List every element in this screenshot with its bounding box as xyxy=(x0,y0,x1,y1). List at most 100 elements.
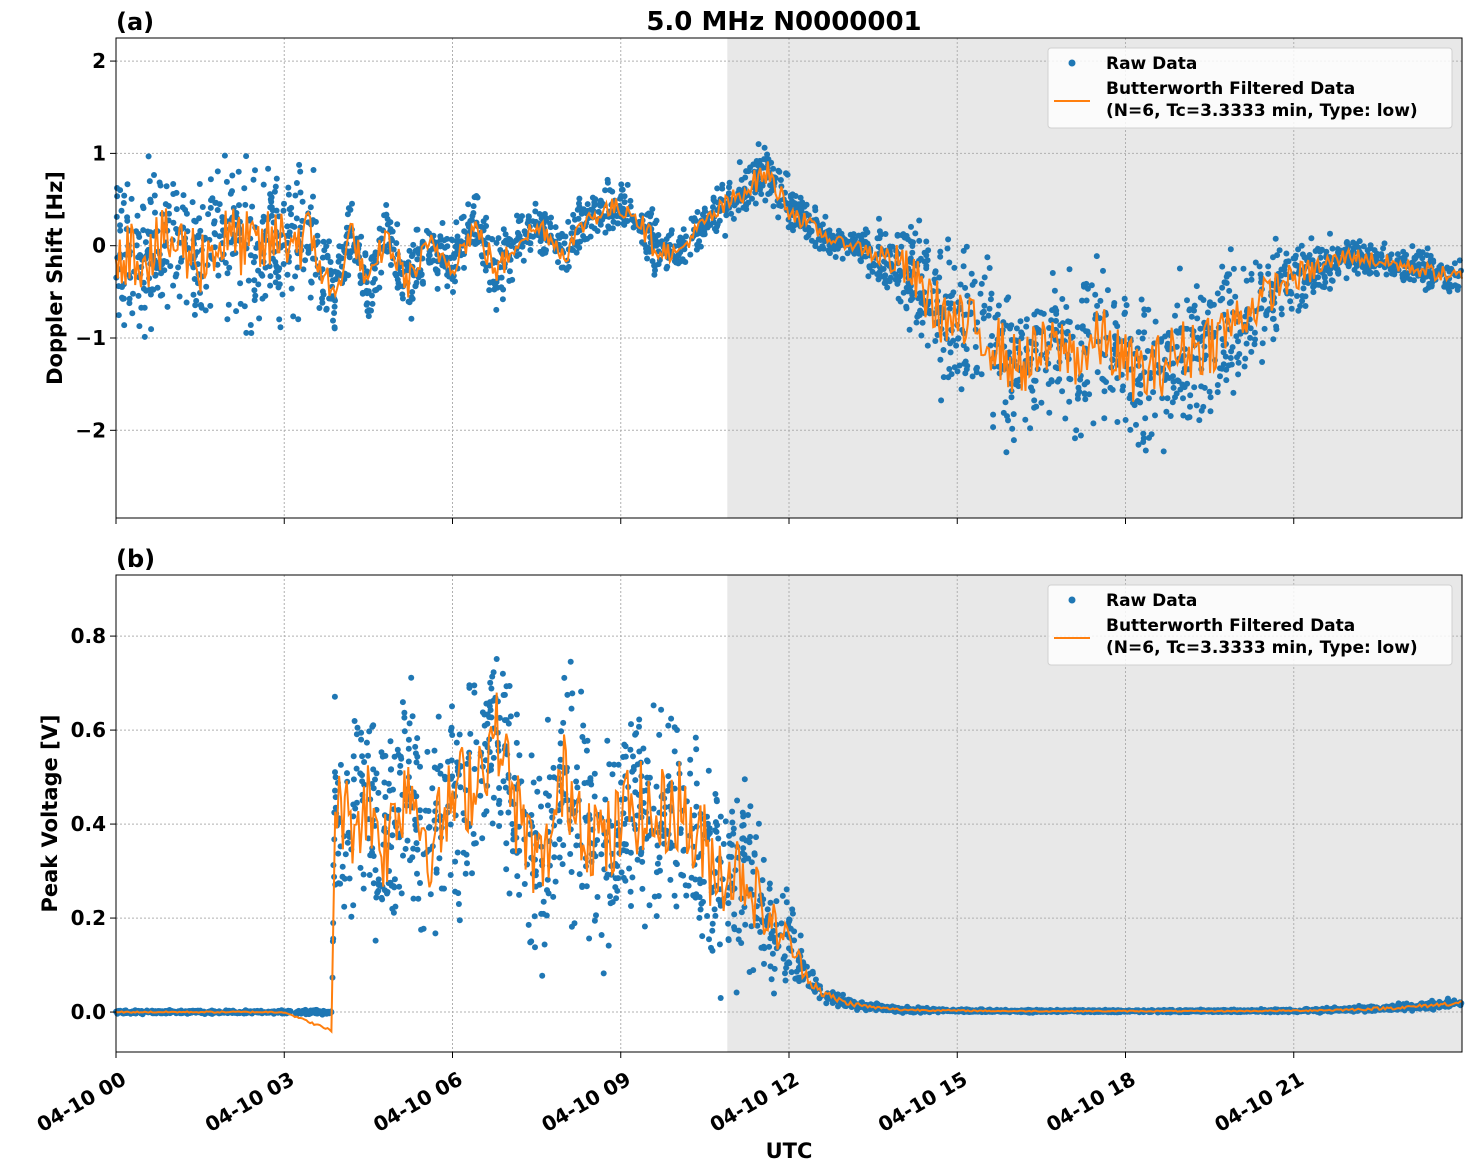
raw-data-point xyxy=(1006,349,1013,356)
raw-data-point xyxy=(265,165,272,172)
raw-data-point xyxy=(248,330,255,336)
raw-data-point xyxy=(483,223,490,229)
raw-data-point xyxy=(488,766,494,773)
raw-data-point xyxy=(734,797,741,804)
raw-data-point xyxy=(405,745,412,752)
raw-data-point xyxy=(267,191,274,198)
raw-data-point xyxy=(117,227,124,234)
raw-data-point xyxy=(392,270,399,277)
raw-data-point xyxy=(606,761,613,768)
raw-data-point xyxy=(605,942,612,949)
raw-data-point xyxy=(651,271,658,278)
raw-data-point xyxy=(923,238,930,245)
raw-data-point xyxy=(677,830,684,836)
raw-data-point xyxy=(371,276,378,282)
raw-data-point xyxy=(503,866,510,873)
raw-data-point xyxy=(609,225,616,232)
raw-data-point xyxy=(951,264,958,271)
raw-data-point xyxy=(357,272,364,279)
raw-data-point xyxy=(494,284,501,291)
raw-data-point xyxy=(1219,263,1226,270)
raw-data-point xyxy=(1049,270,1056,276)
raw-data-point xyxy=(822,213,829,220)
raw-data-point xyxy=(384,221,391,228)
raw-data-point xyxy=(1227,246,1234,253)
raw-data-point xyxy=(505,720,512,727)
raw-data-point xyxy=(767,182,774,189)
raw-data-point xyxy=(1309,257,1316,264)
raw-data-point xyxy=(1031,397,1038,404)
raw-data-point xyxy=(980,308,987,315)
raw-data-point xyxy=(785,959,792,966)
raw-data-point xyxy=(1135,381,1141,388)
raw-data-point xyxy=(260,213,267,220)
raw-data-point xyxy=(1311,281,1317,288)
raw-data-point xyxy=(671,748,678,755)
raw-data-point xyxy=(299,198,306,205)
raw-data-point xyxy=(1159,395,1166,402)
raw-data-point xyxy=(646,774,653,781)
raw-data-point xyxy=(291,223,298,230)
raw-data-point xyxy=(152,209,158,216)
raw-data-point xyxy=(191,217,198,224)
raw-data-point xyxy=(1265,270,1272,277)
raw-data-point xyxy=(435,713,442,720)
raw-data-point xyxy=(331,693,338,700)
raw-data-point xyxy=(536,775,543,782)
raw-data-point xyxy=(1400,277,1407,284)
raw-data-point xyxy=(576,195,583,202)
raw-data-point xyxy=(736,159,743,166)
raw-data-point xyxy=(493,279,500,286)
raw-data-point xyxy=(437,243,444,250)
raw-data-point xyxy=(919,319,926,326)
raw-data-point xyxy=(259,218,266,225)
raw-data-point xyxy=(481,722,488,729)
raw-data-point xyxy=(630,764,637,770)
raw-data-point xyxy=(1177,386,1184,393)
raw-data-point xyxy=(250,259,257,266)
raw-data-point xyxy=(1356,238,1363,245)
raw-data-point xyxy=(730,825,737,832)
raw-data-point xyxy=(889,243,896,250)
raw-data-point xyxy=(370,785,377,792)
raw-data-point xyxy=(894,231,901,238)
raw-data-point xyxy=(353,799,360,806)
raw-data-point xyxy=(770,165,777,172)
raw-data-point xyxy=(426,846,433,853)
raw-data-point xyxy=(963,366,970,373)
raw-data-point xyxy=(883,261,890,267)
raw-data-point xyxy=(1251,341,1258,348)
raw-data-point xyxy=(1329,277,1336,284)
raw-data-point xyxy=(546,774,553,781)
raw-data-point xyxy=(140,205,147,212)
raw-data-point xyxy=(1107,384,1114,391)
raw-data-point xyxy=(241,185,248,192)
raw-data-point xyxy=(369,300,376,307)
raw-data-point xyxy=(693,891,700,898)
raw-data-point xyxy=(1174,302,1181,309)
raw-data-point xyxy=(251,277,258,284)
raw-data-point xyxy=(229,188,235,195)
raw-data-point xyxy=(746,969,753,975)
raw-data-point xyxy=(487,279,493,286)
raw-data-point xyxy=(482,267,489,274)
raw-data-point xyxy=(613,895,620,902)
raw-data-point xyxy=(471,689,478,696)
raw-data-point xyxy=(1278,305,1285,312)
raw-data-point xyxy=(761,960,767,967)
raw-data-point xyxy=(394,746,401,753)
raw-data-point xyxy=(409,713,416,720)
raw-data-point xyxy=(808,228,815,235)
raw-data-point xyxy=(1164,395,1171,402)
raw-data-point xyxy=(1325,267,1332,274)
raw-data-point xyxy=(114,185,120,191)
raw-data-point xyxy=(634,856,641,863)
raw-data-point xyxy=(704,913,711,919)
raw-data-point xyxy=(285,191,292,198)
raw-data-point xyxy=(1196,417,1203,424)
raw-data-point xyxy=(151,192,158,199)
raw-data-point xyxy=(1317,247,1324,254)
raw-data-point xyxy=(1053,310,1060,317)
legend-raw-label: Raw Data xyxy=(1106,54,1197,74)
raw-data-point xyxy=(354,724,361,731)
